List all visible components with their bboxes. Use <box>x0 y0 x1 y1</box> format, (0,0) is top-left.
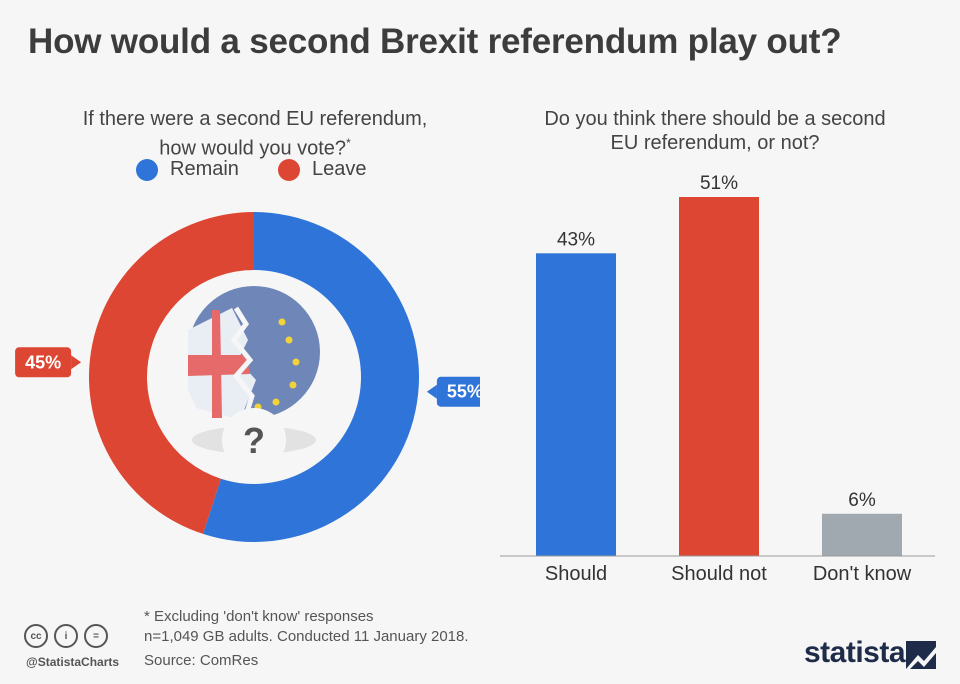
bar-category-label-should-not: Should not <box>671 563 767 585</box>
donut-subtitle-line-1: If there were a second EU referendum, <box>82 108 428 130</box>
statista-logo-icon <box>906 641 936 669</box>
donut-chart-subtitle: If there were a second EU referendum, ho… <box>40 107 470 161</box>
legend-swatch-leave <box>278 158 300 181</box>
bar-value-label-should-not: 51% <box>700 173 738 194</box>
donut-labels: 55% 45% <box>15 347 480 407</box>
eu-stars-icon <box>254 318 300 411</box>
bar-should <box>536 253 616 556</box>
crack-icon <box>230 306 255 423</box>
legend-label-leave: Leave <box>312 158 367 180</box>
donut-callout-box <box>15 347 72 378</box>
bar-value-label-should: 43% <box>557 229 595 250</box>
union-jack-cross-vertical <box>212 310 222 418</box>
legend-label-remain: Remain <box>170 158 239 180</box>
donut-subtitle-line-2: how would you vote? <box>159 137 347 160</box>
legend-item-leave: Leave <box>278 158 367 181</box>
donut-slice-remain <box>203 212 420 542</box>
bar-category-label-should: Should <box>545 563 607 585</box>
donut-subtitle-mark: * <box>346 136 351 150</box>
donut-callout-pointer <box>71 355 82 370</box>
chart-title: How would a second Brexit referendum pla… <box>28 22 842 61</box>
footnote: * Excluding 'don't know' responses n=1,0… <box>144 607 469 647</box>
bar-don-t-know <box>822 513 902 556</box>
nd-icon[interactable]: = <box>84 624 108 648</box>
question-mark-icon: ? <box>243 420 265 461</box>
bar-value-label-don-t-know: 6% <box>848 490 876 511</box>
footnote-line-1: * Excluding 'don't know' responses <box>144 608 374 625</box>
footnote-line-2: n=1,049 GB adults. Conducted 11 January … <box>144 628 469 645</box>
bar-subtitle-line-1: Do you think there should be a second <box>544 108 886 130</box>
donut-value-label-remain: 55% <box>447 382 480 402</box>
bar-subtitle-line-2: EU referendum, or not? <box>610 132 820 154</box>
source-text: Source: ComRes <box>144 652 259 669</box>
license-icons: cc i = <box>24 624 108 648</box>
bar-should-not <box>679 197 759 556</box>
bar-category-label-don-t-know: Don't know <box>813 563 912 585</box>
legend-swatch-remain <box>136 158 158 181</box>
bar-category-labels: Should Should not Don't know <box>545 563 912 585</box>
legend-item-remain: Remain <box>136 158 239 181</box>
cc-icon[interactable]: cc <box>24 624 48 648</box>
donut-chart: ? 55% 45% <box>15 212 480 542</box>
brexit-illustration: ? <box>188 286 320 472</box>
twitter-handle[interactable]: @StatistaCharts <box>26 655 120 669</box>
bar-chart-subtitle: Do you think there should be a second EU… <box>500 107 930 155</box>
by-icon[interactable]: i <box>54 624 78 648</box>
donut-value-label-leave: 45% <box>25 352 61 372</box>
donut-slice-leave <box>89 212 254 534</box>
bar-chart: 43% 51% 6% Should Should not Don't know <box>500 173 935 585</box>
statista-logo-text[interactable]: statista <box>804 636 906 669</box>
donut-callout-pointer <box>426 384 437 399</box>
question-bubble <box>222 408 286 472</box>
donut-slices <box>89 212 420 542</box>
donut-callout-box <box>436 376 480 407</box>
bars <box>536 197 902 556</box>
bar-value-labels: 43% 51% 6% <box>557 173 876 511</box>
